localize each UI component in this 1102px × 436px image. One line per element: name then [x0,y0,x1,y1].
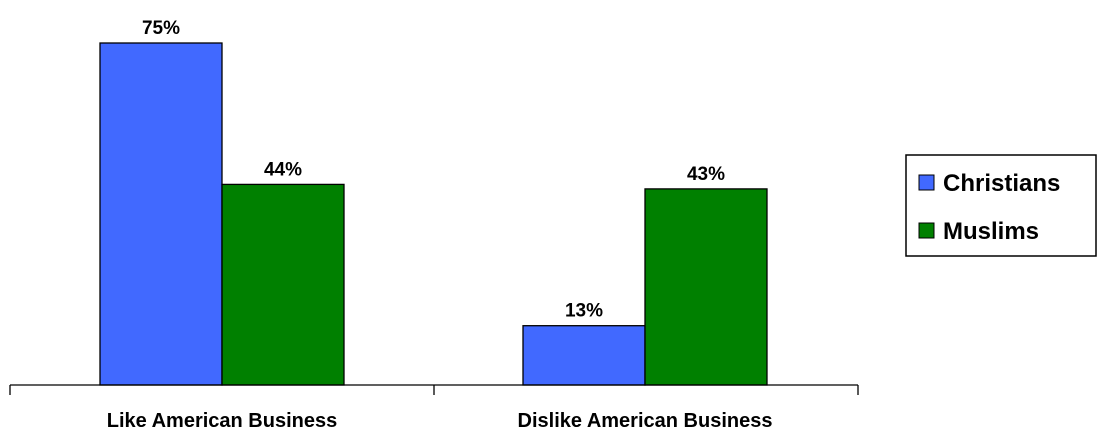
plot-area: 75% 44% 13% 43% Like American Business Disl… [9,18,859,432]
bar-muslims [644,188,768,386]
category-labels: Like American Business Dislike American … [107,410,773,432]
legend-label-christians: Christians [943,170,1060,197]
data-label: 44% [264,159,302,180]
bars-layer [99,42,768,386]
legend-swatch-muslims [918,222,935,239]
category-label: Dislike American Business [518,410,773,432]
bar-muslims [221,183,345,386]
legend-swatch-christians [918,174,935,191]
data-label: 43% [687,164,725,185]
data-label: 75% [142,18,180,39]
data-labels-layer: 75% 44% 13% 43% [142,18,725,322]
legend-label-muslims: Muslims [943,218,1039,245]
category-label: Like American Business [107,410,337,432]
data-label: 13% [565,301,603,322]
bar-christians [522,325,646,386]
x-axis [9,384,859,395]
legend-box [905,154,1097,257]
bar-christians [99,42,223,386]
legend: Christians Muslims [905,154,1097,257]
